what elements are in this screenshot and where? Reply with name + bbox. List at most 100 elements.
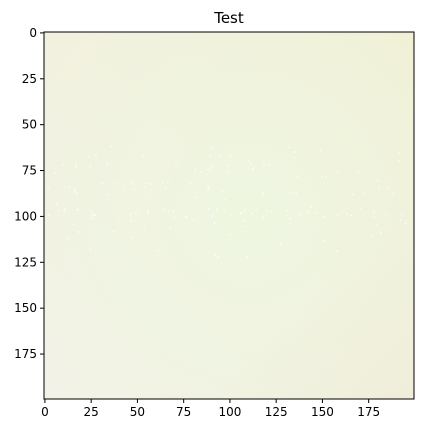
speckle <box>350 214 353 216</box>
speckle <box>380 232 382 234</box>
x-tick-label: 25 <box>84 405 99 419</box>
speckle <box>372 211 375 214</box>
speckle <box>243 209 246 212</box>
speckle <box>150 183 152 185</box>
speckle <box>144 186 146 189</box>
speckle <box>193 219 196 221</box>
speckle <box>319 149 322 152</box>
speckle <box>164 186 167 189</box>
speckle <box>279 243 282 246</box>
speckle <box>54 172 56 174</box>
speckle <box>172 211 174 214</box>
speckle <box>157 249 160 252</box>
speckle <box>207 168 209 171</box>
speckle <box>373 210 376 213</box>
speckle <box>224 199 226 201</box>
speckle <box>404 222 407 225</box>
speckle <box>288 191 291 194</box>
speckle <box>211 165 214 168</box>
x-tick-label: 125 <box>265 405 288 419</box>
x-tick-label: 50 <box>130 405 145 419</box>
speckle <box>373 216 375 218</box>
speckle <box>385 213 387 215</box>
speckle <box>262 194 264 197</box>
speckle <box>90 211 93 213</box>
y-tick-label: 175 <box>14 347 37 361</box>
speckle <box>200 171 202 173</box>
speckle <box>73 223 76 226</box>
speckle <box>288 147 290 149</box>
speckle <box>306 210 309 213</box>
speckle <box>91 217 93 219</box>
speckle <box>147 212 149 215</box>
chart-title: Test <box>213 9 244 27</box>
speckle <box>194 169 196 171</box>
x-tick-label: 0 <box>41 405 49 419</box>
speckle <box>133 188 135 190</box>
speckle <box>286 209 288 212</box>
speckle <box>323 216 326 218</box>
speckle <box>145 182 147 184</box>
speckle <box>325 176 328 179</box>
speckle <box>376 180 379 182</box>
speckle <box>322 240 325 242</box>
speckle <box>295 192 297 195</box>
speckle <box>293 157 296 159</box>
speckle <box>64 208 66 210</box>
speckle <box>130 220 132 222</box>
speckle <box>341 211 344 213</box>
speckle <box>250 163 252 165</box>
speckle <box>275 167 278 170</box>
speckle <box>270 210 273 213</box>
speckle <box>378 187 380 190</box>
speckle <box>93 214 96 216</box>
speckle <box>371 235 373 237</box>
speckle <box>337 214 339 216</box>
speckle <box>398 159 400 162</box>
x-tick-label: 75 <box>176 405 191 419</box>
speckle <box>336 250 338 252</box>
speckle <box>230 213 233 216</box>
y-axis: 0 25 50 75 100 125 150 175 <box>14 26 44 361</box>
y-tick-label: 0 <box>29 26 37 40</box>
speckle <box>362 192 365 195</box>
speckle <box>74 188 76 190</box>
speckle <box>68 186 71 189</box>
speckle <box>168 210 170 213</box>
speckle <box>67 236 69 239</box>
speckle <box>262 216 265 219</box>
y-tick-label: 150 <box>14 301 37 315</box>
speckle <box>208 169 211 171</box>
speckle <box>113 230 115 232</box>
speckle <box>189 182 191 184</box>
speckle <box>268 163 270 166</box>
speckle <box>337 171 339 173</box>
x-tick-label: 100 <box>218 405 241 419</box>
speckle <box>143 228 146 231</box>
speckle <box>392 192 394 195</box>
speckle <box>261 192 264 195</box>
speckle <box>87 155 90 158</box>
speckle <box>356 171 359 174</box>
speckle <box>229 233 231 236</box>
speckle <box>223 210 226 212</box>
speckle <box>105 161 108 163</box>
speckle <box>229 155 231 157</box>
heatmap-image-corner-tint <box>44 32 414 399</box>
speckle <box>131 236 133 239</box>
y-tick-label: 125 <box>14 255 37 269</box>
speckle <box>147 210 149 213</box>
speckle <box>136 209 139 212</box>
speckle <box>213 222 216 224</box>
speckle <box>130 213 132 215</box>
speckle <box>387 187 390 189</box>
speckle <box>250 212 253 215</box>
y-tick-label: 100 <box>14 209 37 223</box>
speckle <box>92 214 94 216</box>
speckle <box>398 152 401 155</box>
speckle <box>255 209 258 211</box>
speckle <box>226 171 228 174</box>
y-tick-label: 25 <box>22 72 37 86</box>
